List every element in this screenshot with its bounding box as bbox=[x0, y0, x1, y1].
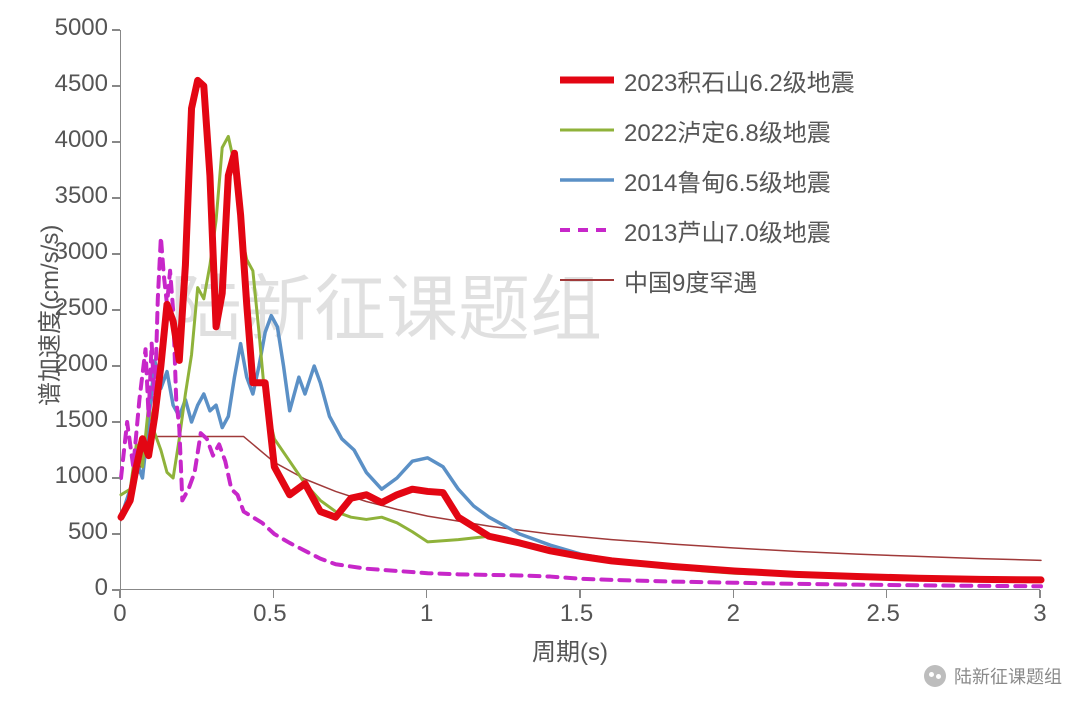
y-tick bbox=[112, 365, 120, 367]
y-tick-label: 2000 bbox=[55, 350, 108, 378]
legend: 2023积石山6.2级地震2022泸定6.8级地震2014鲁甸6.5级地震201… bbox=[560, 66, 855, 316]
legend-swatch bbox=[560, 220, 614, 240]
x-tick-label: 2 bbox=[727, 600, 740, 628]
legend-item: 2022泸定6.8级地震 bbox=[560, 116, 855, 144]
legend-item: 2013芦山7.0级地震 bbox=[560, 216, 855, 244]
x-tick-label: 0.5 bbox=[253, 600, 286, 628]
series-s2014 bbox=[121, 316, 1041, 580]
y-tick bbox=[112, 309, 120, 311]
x-tick-label: 2.5 bbox=[867, 600, 900, 628]
y-tick-label: 0 bbox=[95, 574, 108, 602]
legend-label: 2013芦山7.0级地震 bbox=[624, 213, 831, 248]
x-tick-label: 1 bbox=[420, 600, 433, 628]
legend-label: 中国9度罕遇 bbox=[624, 263, 757, 298]
y-tick-label: 1500 bbox=[55, 406, 108, 434]
y-tick-label: 1000 bbox=[55, 462, 108, 490]
legend-item: 2023积石山6.2级地震 bbox=[560, 66, 855, 94]
x-tick-label: 1.5 bbox=[560, 600, 593, 628]
legend-label: 2023积石山6.2级地震 bbox=[624, 63, 855, 98]
y-tick bbox=[112, 477, 120, 479]
legend-swatch bbox=[560, 270, 614, 290]
source-attribution: 陆新征课题组 bbox=[924, 663, 1062, 689]
y-tick-label: 5000 bbox=[55, 14, 108, 42]
legend-swatch bbox=[560, 170, 614, 190]
y-tick-label: 4500 bbox=[55, 70, 108, 98]
x-tick bbox=[273, 590, 275, 598]
spectral-acceleration-chart: 陆新征课题组 谱加速度(cm/s/s) 周期(s) 2023积石山6.2级地震2… bbox=[0, 0, 1080, 703]
x-axis-title: 周期(s) bbox=[532, 632, 608, 667]
x-tick bbox=[1039, 590, 1041, 598]
y-tick bbox=[112, 197, 120, 199]
y-tick bbox=[112, 85, 120, 87]
series-code9 bbox=[121, 437, 1041, 561]
x-tick bbox=[119, 590, 121, 598]
y-tick bbox=[112, 253, 120, 255]
x-tick bbox=[579, 590, 581, 598]
y-tick-label: 2500 bbox=[55, 294, 108, 322]
legend-swatch bbox=[560, 70, 614, 90]
x-tick-label: 0 bbox=[113, 600, 126, 628]
y-tick-label: 3500 bbox=[55, 182, 108, 210]
legend-label: 2014鲁甸6.5级地震 bbox=[624, 163, 831, 198]
source-text: 陆新征课题组 bbox=[954, 663, 1062, 689]
x-tick bbox=[733, 590, 735, 598]
x-tick-label: 3 bbox=[1033, 600, 1046, 628]
y-tick-label: 3000 bbox=[55, 238, 108, 266]
x-tick bbox=[426, 590, 428, 598]
y-tick bbox=[112, 533, 120, 535]
y-tick bbox=[112, 29, 120, 31]
legend-label: 2022泸定6.8级地震 bbox=[624, 113, 831, 148]
y-tick-label: 4000 bbox=[55, 126, 108, 154]
y-tick bbox=[112, 141, 120, 143]
legend-swatch bbox=[560, 120, 614, 140]
y-tick-label: 500 bbox=[68, 518, 108, 546]
legend-item: 2014鲁甸6.5级地震 bbox=[560, 166, 855, 194]
y-tick bbox=[112, 421, 120, 423]
x-tick bbox=[886, 590, 888, 598]
wechat-icon bbox=[924, 665, 946, 687]
legend-item: 中国9度罕遇 bbox=[560, 266, 855, 294]
